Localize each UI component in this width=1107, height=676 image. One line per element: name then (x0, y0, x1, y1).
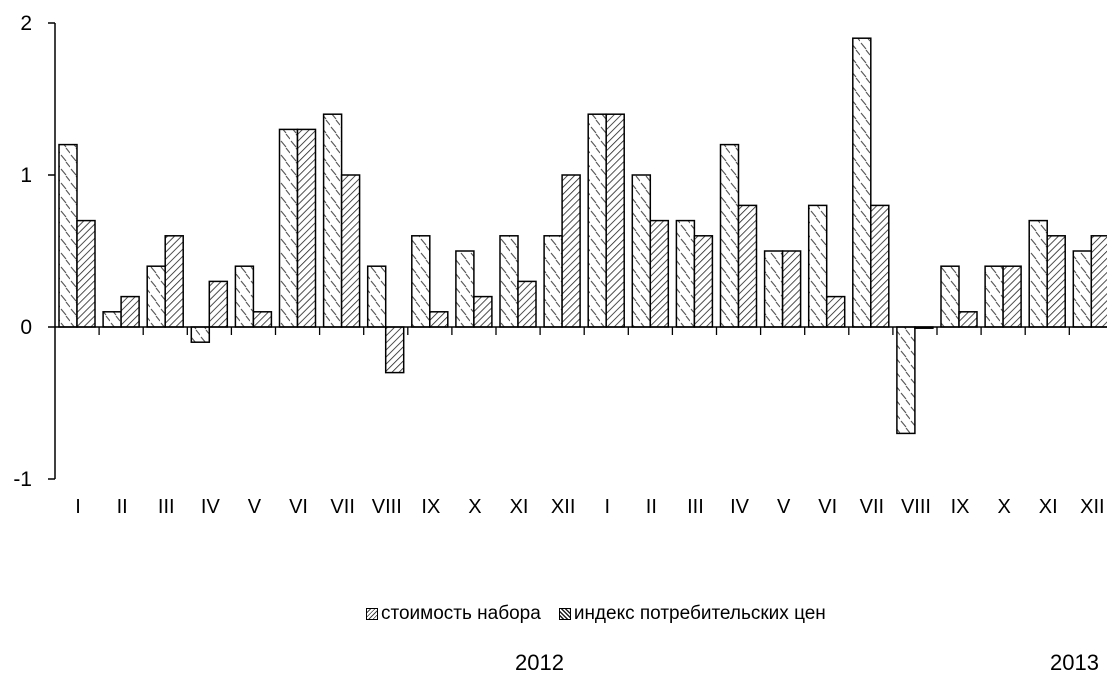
bar-cost-2 (102, 311, 122, 328)
x-tick-label: VI (818, 496, 837, 518)
x-tick-label: II (117, 496, 128, 518)
x-tick-label: I (75, 496, 81, 518)
x-tick-label: XII (551, 496, 575, 518)
bar-cost-5 (234, 265, 255, 328)
bar-cpi-13 (605, 113, 625, 328)
x-tick-label: X (468, 496, 481, 518)
bar-cpi-2 (120, 295, 140, 328)
bar-cpi-10 (473, 295, 493, 328)
legend-item-cpi: индекс потребительских цен (558, 603, 826, 625)
bar-cost-20 (896, 326, 916, 435)
bar-cost-16 (719, 143, 740, 328)
bar-cpi-18 (825, 295, 846, 328)
year-label-2012: 2012 (515, 650, 564, 675)
bar-cost-4 (190, 326, 211, 343)
x-tick-label: I (604, 496, 610, 518)
bar-cpi-6 (296, 128, 317, 328)
x-tick-label: VIII (901, 496, 931, 518)
y-tick-label: 0 (20, 316, 32, 339)
y-tick-label: 1 (20, 164, 32, 187)
x-tick-label: VII (330, 496, 354, 518)
bar-cpi-17 (781, 250, 802, 328)
bar-cpi-11 (517, 280, 537, 328)
bar-cpi-14 (649, 219, 670, 328)
x-tick-label: IV (201, 496, 221, 518)
year-label-2013: 2013 (1050, 650, 1099, 675)
bar-cpi-24 (1090, 235, 1107, 328)
bar-cost-19 (852, 37, 872, 328)
bar-cost-8 (366, 265, 387, 328)
x-tick-label: IX (421, 496, 440, 518)
x-tick-label: V (248, 496, 262, 518)
bar-cost-13 (587, 113, 607, 328)
x-tick-label: VIII (372, 496, 402, 518)
legend-label-cost: стоимость набора (381, 603, 541, 624)
bar-cpi-12 (561, 174, 581, 328)
bar-cost-7 (322, 113, 343, 328)
x-tick-label: XI (510, 496, 529, 518)
bar-cost-11 (499, 235, 519, 328)
bar-cpi-9 (429, 311, 449, 328)
bar-cost-18 (807, 204, 828, 328)
bar-cost-1 (58, 143, 78, 328)
bar-cost-12 (543, 235, 563, 328)
legend-swatch-cost (366, 608, 378, 620)
tick-labels-layer: I II III IV V VI VII VIII IX X XI XII I II III IV V VI VII… (13, 12, 1104, 518)
bar-cost-3 (146, 265, 166, 328)
x-tick-label: III (687, 496, 704, 518)
y-tick-label: -1 (13, 468, 32, 491)
x-tick-label: XII (1080, 496, 1104, 518)
bar-cost-24 (1072, 250, 1093, 328)
bar-cpi-22 (1002, 265, 1022, 328)
bars-layer (58, 37, 1107, 435)
bar-cpi-21 (958, 311, 978, 328)
bar-cost-22 (984, 265, 1004, 328)
y-tick-label: 2 (20, 12, 32, 35)
x-tick-label: VII (860, 496, 884, 518)
legend-label-cpi: индекс потребительских цен (573, 603, 826, 624)
bar-cost-23 (1028, 219, 1048, 328)
legend-item-cost: стоимость набора (366, 603, 541, 625)
x-tick-label: II (646, 496, 657, 518)
bar-cost-15 (675, 219, 696, 328)
bar-cost-21 (940, 265, 960, 328)
bar-cpi-5 (252, 311, 273, 328)
bar-cpi-7 (340, 174, 361, 328)
legend-swatch-cpi (558, 608, 571, 620)
bar-cost-9 (411, 235, 431, 328)
axes-layer (48, 22, 1107, 480)
x-tick-label: IX (951, 496, 970, 518)
bar-cpi-19 (870, 204, 890, 328)
legend: стоимость набора индекс потребительских … (366, 602, 844, 626)
bar-cpi-8 (384, 326, 405, 374)
bar-cpi-1 (76, 219, 96, 328)
bar-cpi-23 (1046, 235, 1066, 328)
x-tick-label: X (997, 496, 1010, 518)
x-tick-label: III (158, 496, 175, 518)
bar-cpi-4 (208, 280, 229, 328)
bar-chart: I II III IV V VI VII VIII IX X XI XII I II III IV V VI VII… (13, 12, 1107, 518)
bar-cost-10 (455, 250, 475, 328)
bar-cpi-15 (693, 235, 714, 328)
x-tick-label: XI (1039, 496, 1058, 518)
bar-cpi-16 (737, 204, 758, 328)
bar-cost-14 (631, 174, 652, 328)
bar-cpi-3 (164, 235, 184, 328)
x-tick-label: IV (730, 496, 750, 518)
x-tick-label: VI (289, 496, 308, 518)
bar-cost-6 (278, 128, 299, 328)
bar-cost-17 (763, 250, 784, 328)
x-tick-label: V (777, 496, 791, 518)
